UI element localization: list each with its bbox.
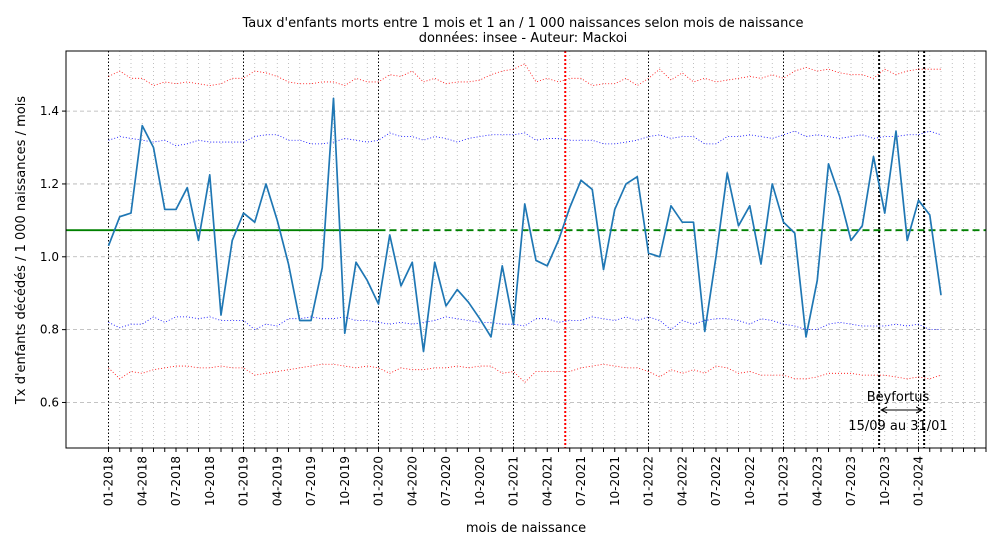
x-tick-label: 10-2021 [608, 456, 622, 506]
beyfortus-arrow-head-left [880, 406, 888, 414]
lower-inner-band [108, 316, 941, 331]
x-tick-label: 01-2018 [102, 456, 116, 506]
confidence-bands [108, 63, 942, 383]
x-tick-label: 04-2021 [540, 456, 554, 506]
grid [66, 51, 987, 448]
x-tick-label: 04-2019 [270, 456, 284, 506]
x-tick-label: 07-2022 [709, 456, 723, 506]
upper-inner-band [108, 130, 942, 147]
x-tick-label: 04-2023 [810, 456, 824, 506]
x-tick-label: 01-2022 [642, 456, 656, 506]
x-tick-label: 07-2019 [304, 456, 318, 506]
x-tick-label: 07-2018 [169, 456, 183, 506]
main-series [107, 97, 942, 353]
plot-frame [65, 50, 987, 449]
y-tick-label: 1.4 [40, 104, 59, 118]
y-axis-ticks: 0.6 0.8 1.0 1.2 1.4 [40, 104, 66, 409]
beyfortus-annotation: Beyfortus 15/09 au 31/01 [848, 390, 947, 434]
x-axis-ticks: 01-2018 04-2018 07-2018 10-2018 01-2019 04-20… [102, 448, 987, 506]
y-axis-label: Tx d'enfants décédés / 1 000 naissances … [14, 96, 29, 405]
x-tick-label: 10-2018 [203, 456, 217, 506]
beyfortus-period: 15/09 au 31/01 [848, 419, 947, 434]
x-tick-label: 04-2022 [675, 456, 689, 506]
x-tick-label: 01-2023 [777, 456, 791, 506]
x-tick-label: 10-2023 [878, 456, 892, 506]
x-tick-label: 01-2019 [237, 456, 251, 506]
x-tick-label: 04-2020 [405, 456, 419, 506]
main-series-line [107, 97, 942, 353]
x-tick-label: 10-2020 [473, 456, 487, 506]
upper-outer-band [108, 63, 941, 87]
y-tick-label: 0.8 [40, 323, 59, 337]
x-tick-label: 01-2024 [912, 456, 926, 506]
chart-subtitle: données: insee - Auteur: Mackoi [419, 31, 628, 46]
x-tick-label: 10-2019 [338, 456, 352, 506]
x-tick-label: 07-2023 [844, 456, 858, 506]
x-tick-label: 01-2021 [507, 456, 521, 506]
y-tick-label: 0.6 [40, 395, 59, 409]
x-axis-label: mois de naissance [466, 521, 586, 536]
chart-title: Taux d'enfants morts entre 1 mois et 1 a… [241, 16, 803, 31]
x-tick-label: 01-2020 [372, 456, 386, 506]
beyfortus-arrow-head-right [915, 406, 924, 414]
y-tick-label: 1.2 [40, 177, 59, 191]
x-tick-label: 07-2020 [439, 456, 453, 506]
x-tick-label: 10-2022 [743, 456, 757, 506]
y-tick-label: 1.0 [40, 250, 59, 264]
x-tick-label: 07-2021 [574, 456, 588, 506]
x-tick-label: 04-2018 [135, 456, 149, 506]
beyfortus-label: Beyfortus [867, 390, 930, 405]
lower-outer-band [108, 363, 942, 383]
